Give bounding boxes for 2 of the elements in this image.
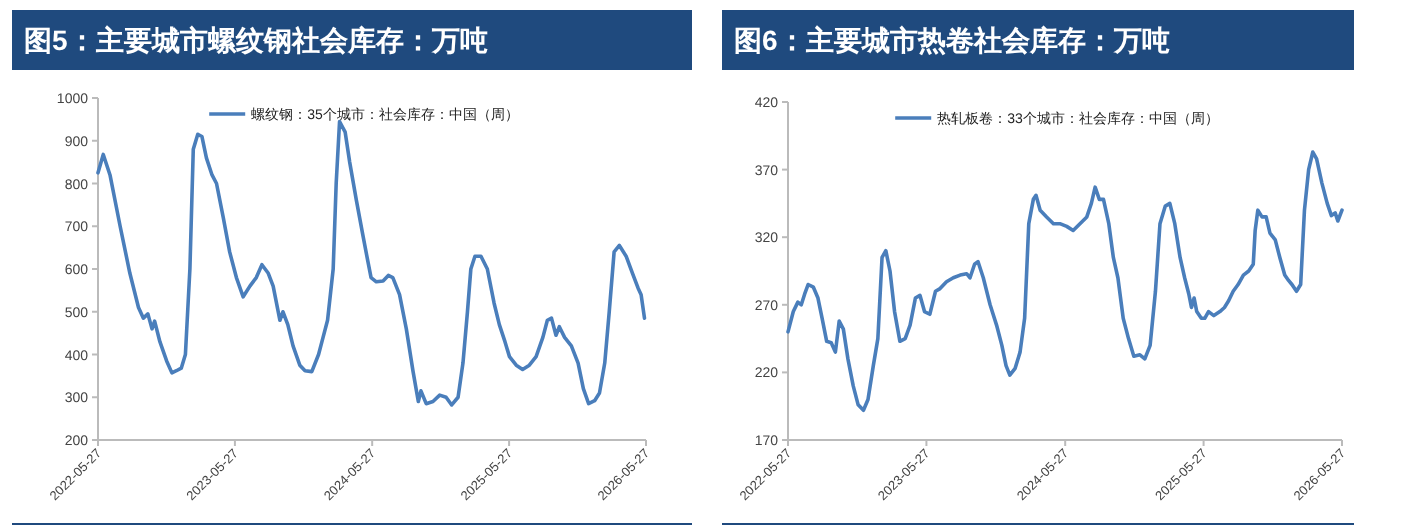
chart-title: 图5：主要城市螺纹钢社会库存：万吨 <box>24 24 488 56</box>
chart-title: 图6：主要城市热卷社会库存：万吨 <box>734 24 1170 56</box>
